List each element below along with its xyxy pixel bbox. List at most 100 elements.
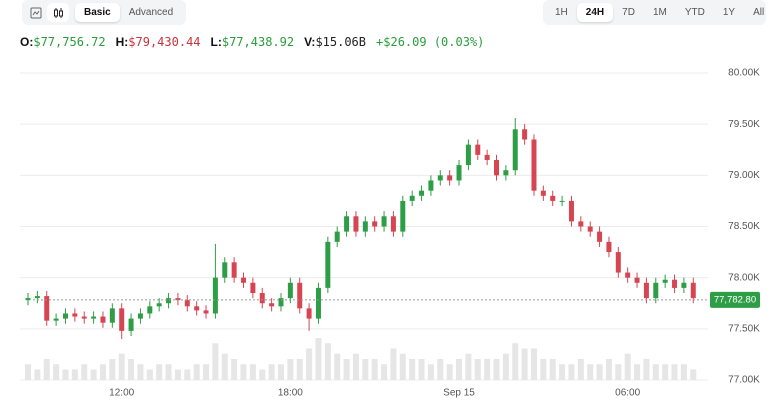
candle-body [672, 279, 678, 288]
candle-body [137, 313, 143, 319]
volume-bar [362, 359, 369, 380]
volume-bar [634, 364, 641, 380]
candle-body [325, 241, 331, 288]
candle-body [212, 277, 218, 314]
stat-value: $77,756.72 [33, 35, 106, 49]
volume-bar [399, 353, 406, 380]
candle-body [119, 308, 125, 331]
candle-body [175, 298, 181, 301]
x-tick-label: 06:00 [615, 388, 640, 399]
candle-body [44, 296, 50, 321]
y-tick-label: 79.00K [728, 170, 760, 181]
range-button[interactable]: 1Y [722, 7, 736, 18]
candle-body [419, 190, 425, 196]
volume-bar [521, 348, 528, 380]
volume-bar [212, 343, 219, 380]
volume-bar [596, 364, 603, 380]
volume-bar [268, 364, 275, 380]
range-button[interactable]: YTD [684, 7, 705, 18]
candle-body [512, 129, 518, 171]
candle-body [250, 282, 256, 294]
range-button[interactable]: 1M [652, 7, 667, 18]
line-chart-button[interactable] [25, 3, 47, 22]
volume-bar [465, 353, 472, 380]
mode-button[interactable]: Advanced [128, 7, 174, 18]
candle-body [34, 296, 40, 299]
volume-bar [540, 359, 547, 380]
candle-body [681, 282, 687, 288]
volume-bar [184, 369, 191, 380]
volume-bar [174, 369, 181, 380]
candle-body [147, 306, 153, 314]
volume-bar [203, 364, 210, 380]
candle-body [109, 308, 115, 323]
volume-bar [109, 359, 116, 380]
range-bar: 1H 24H 7D 1M YTD 1Y All [543, 0, 766, 25]
candle-body [353, 216, 359, 232]
volume-bar [502, 353, 509, 380]
volume-bar [240, 364, 247, 380]
volume-bar [306, 348, 313, 380]
y-tick-label: 78.50K [728, 221, 760, 232]
volume-bar [193, 364, 200, 380]
candle-body [287, 282, 293, 299]
volume-bar [671, 364, 678, 380]
candle-body [662, 279, 668, 283]
candle-body [72, 313, 78, 317]
candle-body [559, 200, 565, 202]
y-tick-label: 78.00K [728, 272, 760, 283]
volume-bar [605, 359, 612, 380]
stat-label: O: [20, 35, 34, 49]
volume-bar [53, 364, 60, 380]
candle-body [484, 154, 490, 160]
volume-bar [643, 359, 650, 380]
candle-body [194, 306, 200, 311]
candle-body [315, 287, 321, 319]
volume-bar [427, 364, 434, 380]
volume-bar [577, 359, 584, 380]
candle-chart-button[interactable] [47, 3, 69, 22]
candle-body [344, 216, 350, 232]
volume-bar [137, 364, 144, 380]
chart-mode-bar: Basic Advanced [22, 0, 186, 25]
volume-bar [690, 369, 697, 380]
range-button[interactable]: 24H [576, 3, 614, 22]
volume-bar [662, 364, 669, 380]
candle-body [222, 262, 228, 278]
range-button[interactable]: All [753, 7, 765, 18]
candle-body [437, 175, 443, 181]
candle-body [634, 277, 640, 283]
volume-bar [418, 359, 425, 380]
volume-bar [352, 353, 359, 380]
candle-body [372, 221, 378, 227]
range-button[interactable]: 1H [555, 7, 568, 18]
mode-button[interactable]: Basic [75, 3, 120, 22]
volume-bar [390, 348, 397, 380]
volume-bar [277, 364, 284, 380]
candle-body [690, 282, 696, 299]
volume-bar [437, 359, 444, 380]
candle-body [494, 159, 499, 176]
volume-bar [512, 343, 519, 380]
volume-bar [146, 369, 153, 380]
line-icon [30, 7, 42, 18]
stat-value: $15.06B [315, 35, 367, 49]
volume-bar [231, 359, 238, 380]
volume-bar [71, 369, 78, 380]
volume-bar [90, 369, 97, 380]
range-button[interactable]: 7D [622, 7, 635, 18]
candle-body [259, 293, 265, 304]
stat-label: H: [115, 35, 129, 49]
candle-body [128, 318, 134, 331]
candle-body [550, 195, 556, 201]
y-tick-label: 79.50K [728, 119, 760, 130]
candle-body [390, 216, 396, 232]
x-tick-label: 12:00 [109, 388, 134, 399]
candle-icon [54, 7, 63, 18]
volume-bar [221, 353, 228, 380]
last-price-box [710, 291, 760, 308]
stat-value: $77,438.92 [221, 35, 295, 49]
volume-bar [118, 353, 125, 380]
candle-body [241, 277, 247, 283]
y-tick-label: 77.00K [728, 375, 760, 386]
